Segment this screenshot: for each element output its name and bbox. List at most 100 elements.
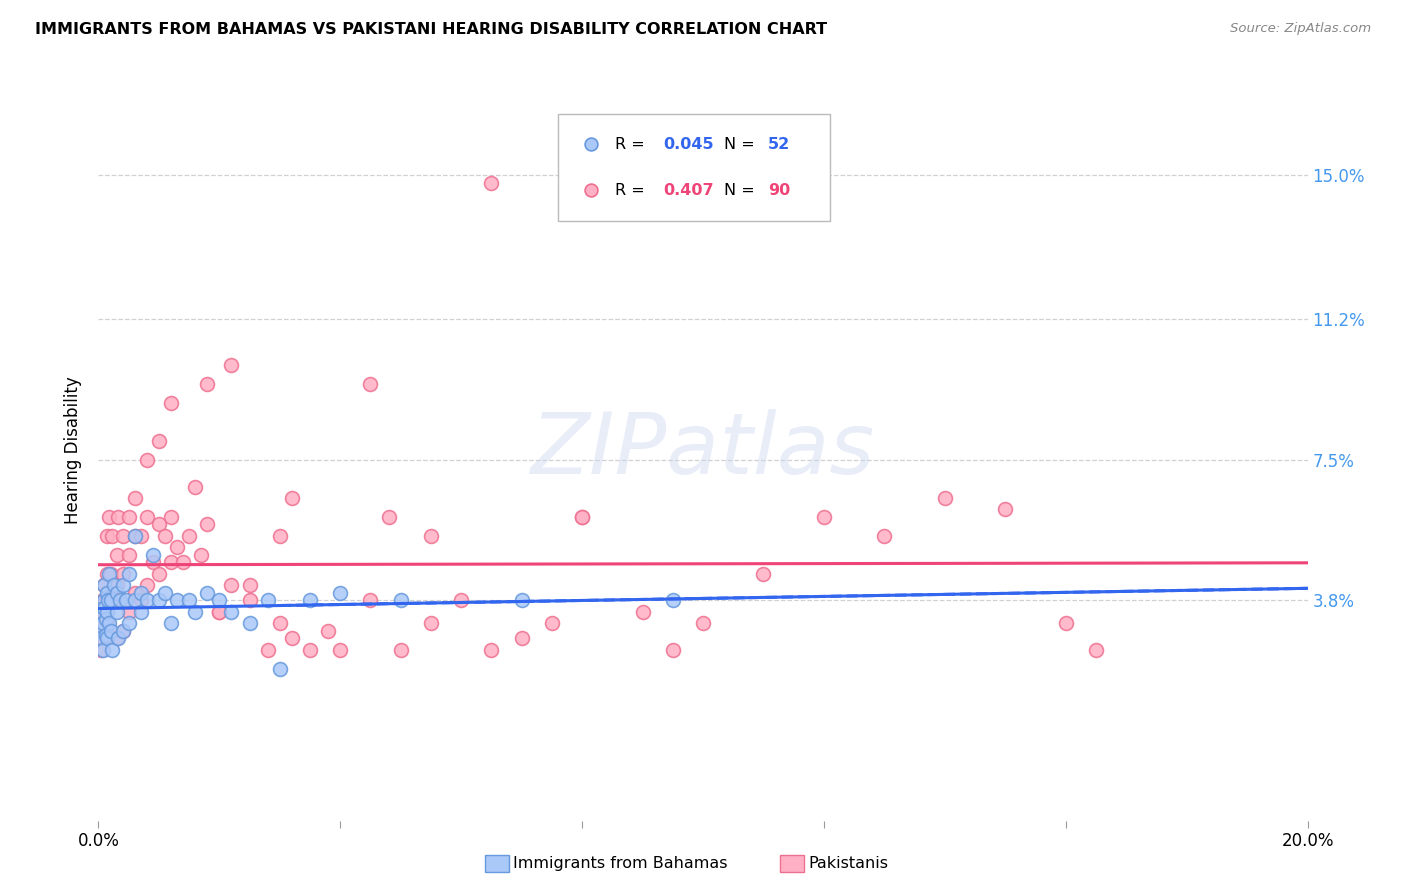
Point [100, 529, 122, 543]
Point [420, 529, 443, 543]
Point [148, 517, 170, 532]
Point [91, 605, 114, 619]
Point [281, 632, 304, 646]
Point [94, 612, 117, 626]
Text: ZIPatlas: ZIPatlas [531, 409, 875, 492]
Point [360, 593, 382, 607]
Point [329, 586, 352, 600]
Point [98, 566, 121, 581]
Point [107, 509, 129, 524]
Point [96, 593, 118, 607]
Point [97, 593, 120, 607]
Point [269, 616, 291, 631]
Point [129, 593, 152, 607]
Point [389, 642, 412, 657]
Point [160, 509, 183, 524]
Point [172, 556, 194, 570]
Point [481, 176, 503, 190]
Point [160, 556, 183, 570]
Point [299, 593, 322, 607]
Point [281, 491, 304, 505]
Point [111, 624, 134, 638]
Point [329, 642, 352, 657]
Point [153, 586, 176, 600]
Point [103, 593, 125, 607]
Point [93, 601, 115, 615]
Point [90, 632, 112, 646]
Point [692, 616, 714, 631]
Point [195, 517, 218, 532]
Point [256, 593, 278, 607]
Point [93, 593, 115, 607]
FancyBboxPatch shape [558, 113, 830, 221]
Point [269, 529, 291, 543]
Point [166, 541, 188, 555]
Point [93, 632, 115, 646]
Point [96, 616, 118, 631]
Point [111, 624, 134, 638]
Point [118, 548, 141, 562]
Point [124, 586, 146, 600]
Point [510, 632, 533, 646]
Text: 0.045: 0.045 [664, 136, 714, 152]
Point [135, 509, 157, 524]
Text: N =: N = [724, 136, 759, 152]
Point [148, 434, 170, 448]
Point [661, 642, 683, 657]
Point [316, 624, 339, 638]
Point [111, 566, 134, 581]
Point [118, 616, 141, 631]
Point [111, 578, 134, 592]
Point [100, 593, 122, 607]
Point [91, 593, 114, 607]
Point [94, 624, 117, 638]
Point [208, 605, 231, 619]
Point [195, 586, 218, 600]
Point [129, 586, 152, 600]
Point [142, 556, 165, 570]
Y-axis label: Hearing Disability: Hearing Disability [65, 376, 83, 524]
Point [377, 509, 399, 524]
Point [124, 491, 146, 505]
Point [124, 529, 146, 543]
Point [89, 632, 111, 646]
Point [91, 616, 114, 631]
Point [195, 377, 218, 392]
Point [129, 529, 152, 543]
Point [91, 642, 114, 657]
Point [100, 642, 122, 657]
Text: Source: ZipAtlas.com: Source: ZipAtlas.com [1230, 22, 1371, 36]
Text: Pakistanis: Pakistanis [808, 856, 889, 871]
Point [90, 616, 112, 631]
Point [96, 529, 118, 543]
Point [752, 566, 775, 581]
Text: N =: N = [724, 183, 759, 198]
Point [105, 605, 128, 619]
Point [389, 593, 412, 607]
Point [148, 593, 170, 607]
Point [118, 566, 141, 581]
Point [89, 624, 111, 638]
Point [239, 616, 262, 631]
Point [93, 578, 115, 592]
Text: R =: R = [614, 136, 650, 152]
Point [813, 509, 835, 524]
Point [118, 509, 141, 524]
Point [97, 593, 120, 607]
Point [166, 593, 188, 607]
Point [96, 605, 118, 619]
Point [994, 502, 1017, 516]
Point [105, 548, 128, 562]
Text: 90: 90 [768, 183, 790, 198]
Point [160, 616, 183, 631]
Point [420, 616, 443, 631]
Point [93, 605, 115, 619]
Point [661, 593, 683, 607]
Text: 52: 52 [768, 136, 790, 152]
Point [135, 578, 157, 592]
Point [208, 593, 231, 607]
Point [105, 578, 128, 592]
Point [190, 548, 212, 562]
Point [221, 578, 243, 592]
Point [108, 593, 131, 607]
